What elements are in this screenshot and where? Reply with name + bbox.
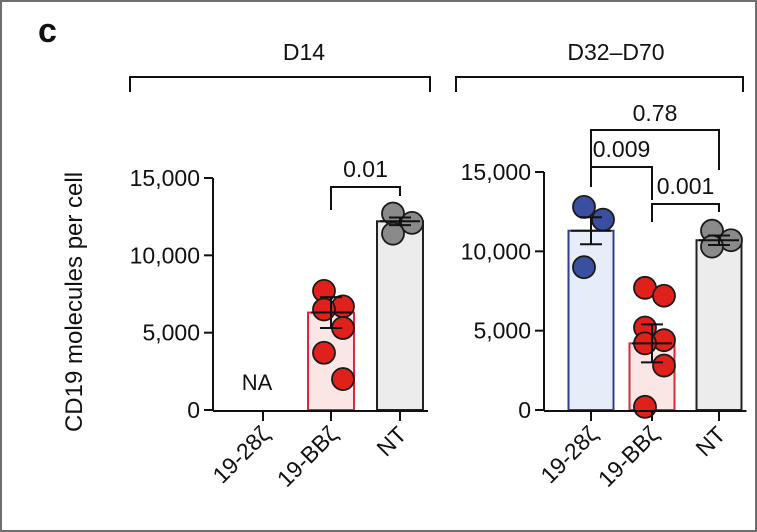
group-label: D32–D70 bbox=[567, 39, 664, 65]
x-tick-label: 19-28ζ bbox=[535, 421, 602, 488]
data-point bbox=[381, 221, 405, 246]
data-point bbox=[633, 394, 657, 419]
data-point bbox=[652, 283, 676, 308]
data-point bbox=[312, 340, 336, 365]
y-axis-label: CD19 molecules per cell bbox=[61, 172, 88, 432]
significance-bracket bbox=[590, 166, 653, 200]
p-value-label: 0.009 bbox=[593, 136, 651, 162]
x-tick-label: NT bbox=[371, 421, 411, 461]
y-tick-label: 5,000 bbox=[142, 320, 200, 346]
x-tick-label: 19-28ζ bbox=[207, 421, 274, 488]
x-tick-label: NT bbox=[690, 421, 730, 461]
y-tick-label: 0 bbox=[518, 397, 531, 423]
x-tick-label: 19-BBζ bbox=[272, 421, 343, 492]
p-value-label: 0.78 bbox=[633, 100, 678, 126]
data-point bbox=[312, 297, 336, 322]
y-tick-label: 15,000 bbox=[461, 159, 531, 185]
bar-NT bbox=[695, 239, 743, 411]
p-value-label: 0.001 bbox=[657, 173, 715, 199]
significance-bracket bbox=[651, 203, 720, 222]
significance-bracket bbox=[330, 186, 401, 210]
data-point bbox=[572, 255, 596, 280]
x-tick-label: 19-BBζ bbox=[593, 421, 664, 492]
data-point bbox=[591, 207, 615, 232]
y-tick-label: 5,000 bbox=[473, 318, 531, 344]
group-bracket bbox=[455, 76, 744, 92]
y-tick-label: 10,000 bbox=[130, 242, 200, 268]
panel-letter: c bbox=[38, 12, 57, 50]
y-tick-label: 15,000 bbox=[130, 165, 200, 191]
significance-bracket bbox=[590, 129, 720, 172]
group-label: D14 bbox=[283, 39, 325, 65]
data-point bbox=[572, 195, 596, 219]
data-point bbox=[652, 353, 676, 378]
group-bracket bbox=[129, 76, 431, 92]
p-value-label: 0.01 bbox=[343, 156, 388, 182]
na-annotation: NA bbox=[242, 370, 273, 395]
data-point bbox=[331, 367, 355, 391]
bar-NT bbox=[376, 220, 424, 411]
y-tick-label: 10,000 bbox=[461, 238, 531, 264]
y-tick-label: 0 bbox=[187, 397, 200, 423]
